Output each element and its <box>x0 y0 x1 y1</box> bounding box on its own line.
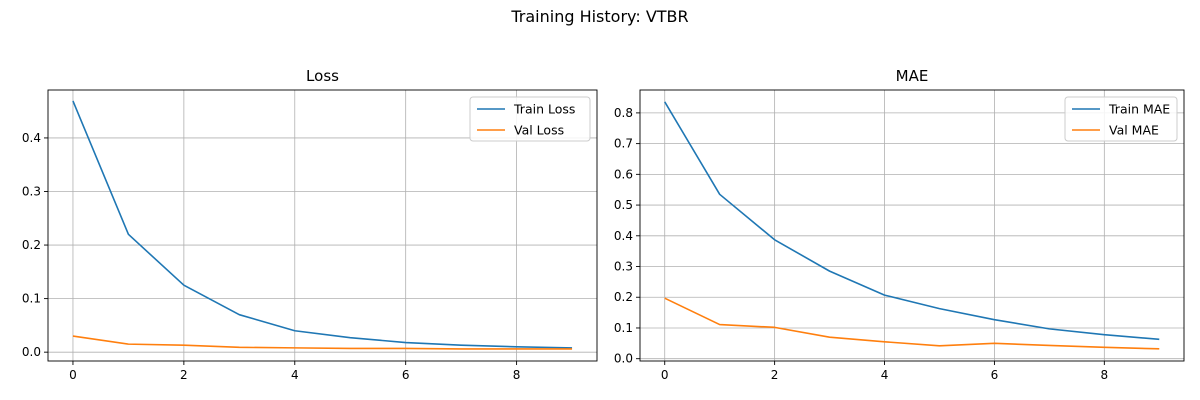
x-tick-label: 4 <box>881 368 889 382</box>
legend-label-val-mae: Val MAE <box>1109 123 1159 138</box>
series-line-val-mae <box>664 297 1160 350</box>
legend-mae: Train MAE Val MAE <box>1064 96 1178 142</box>
axes-frame <box>639 89 1185 362</box>
series-line-train-loss <box>72 100 573 349</box>
subplot-mae: 0 2 4 6 8 0.0 0.1 0.2 0.3 0.4 0.5 0.6 0.7 0.8 MAE Train… <box>614 67 1185 382</box>
y-tick-label: 0.0 <box>614 352 633 366</box>
y-tick-label: 0.2 <box>614 290 633 304</box>
series-line-val-loss <box>72 335 573 350</box>
y-tick-label: 0.2 <box>22 238 41 252</box>
x-tick-label: 6 <box>991 368 999 382</box>
y-tick-label: 0.1 <box>614 321 633 335</box>
series-line-train-mae <box>664 101 1160 341</box>
x-tick-label: 8 <box>1101 368 1109 382</box>
legend-label-train-mae: Train MAE <box>1108 102 1170 117</box>
x-tick-label: 0 <box>661 368 669 382</box>
y-tick-label: 0.7 <box>614 137 633 151</box>
x-tick-label: 6 <box>402 368 410 382</box>
y-tick-label: 0.1 <box>22 292 41 306</box>
axes-frame <box>47 89 598 362</box>
y-tick-label: 0.5 <box>614 198 633 212</box>
x-tick-label: 0 <box>69 368 77 382</box>
y-tick-label: 0.3 <box>22 184 41 198</box>
legend-label-train-loss: Train Loss <box>513 102 575 117</box>
y-tick-label: 0.6 <box>614 167 633 181</box>
chart-title-mae: MAE <box>896 67 929 85</box>
legend-loss: Train Loss Val Loss <box>469 96 591 142</box>
x-tick-label: 2 <box>180 368 188 382</box>
y-tick-label: 0.3 <box>614 260 633 274</box>
chart-title-loss: Loss <box>306 67 339 85</box>
x-tick-label: 4 <box>291 368 299 382</box>
x-tick-label: 8 <box>513 368 521 382</box>
y-tick-label: 0.8 <box>614 106 633 120</box>
y-tick-label: 0.0 <box>22 345 41 359</box>
y-tick-label: 0.4 <box>614 229 633 243</box>
figure-suptitle: Training History: VTBR <box>510 7 688 26</box>
y-tick-label: 0.4 <box>22 131 41 145</box>
x-tick-label: 2 <box>771 368 779 382</box>
legend-label-val-loss: Val Loss <box>514 123 564 138</box>
subplot-loss: 0 2 4 6 8 0.0 0.1 0.2 0.3 0.4 Loss Train Loss Val Lo… <box>22 67 598 382</box>
